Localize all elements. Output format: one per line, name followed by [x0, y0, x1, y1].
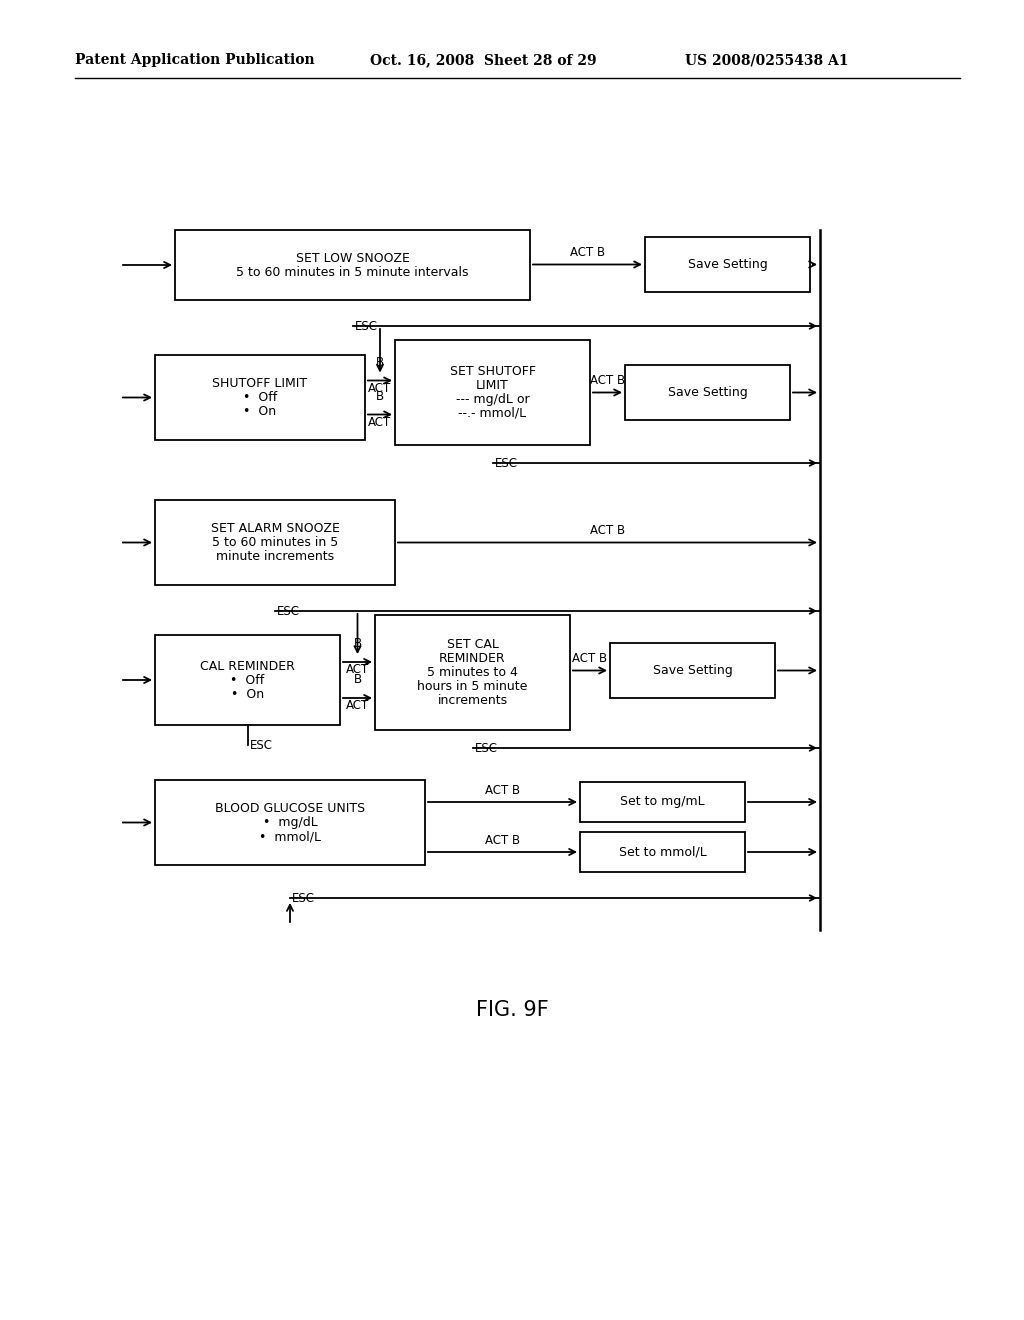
Text: SET ALARM SNOOZE: SET ALARM SNOOZE	[211, 521, 339, 535]
Bar	[580, 832, 745, 873]
Text: •  mg/dL: • mg/dL	[262, 816, 317, 829]
Text: ESC: ESC	[250, 739, 272, 752]
Text: ACT: ACT	[369, 381, 391, 395]
Bar	[375, 615, 570, 730]
Text: FIG. 9F: FIG. 9F	[475, 1001, 549, 1020]
Text: Save Setting: Save Setting	[652, 664, 732, 677]
Text: SET CAL: SET CAL	[446, 638, 499, 651]
Bar	[645, 238, 810, 292]
Text: --- mg/dL or: --- mg/dL or	[456, 393, 529, 407]
Text: B: B	[376, 389, 384, 403]
Text: Set to mg/mL: Set to mg/mL	[621, 796, 705, 808]
Text: •  Off: • Off	[230, 673, 264, 686]
Text: hours in 5 minute: hours in 5 minute	[418, 680, 527, 693]
Bar	[155, 355, 365, 440]
Bar	[155, 500, 395, 585]
Text: ESC: ESC	[354, 319, 378, 333]
Text: ACT B: ACT B	[590, 375, 625, 388]
Text: ACT: ACT	[346, 663, 369, 676]
Text: ACT B: ACT B	[485, 834, 520, 847]
Text: Save Setting: Save Setting	[668, 385, 748, 399]
Text: minute increments: minute increments	[216, 550, 334, 564]
Text: LIMIT: LIMIT	[476, 379, 509, 392]
Text: increments: increments	[437, 694, 508, 708]
Text: US 2008/0255438 A1: US 2008/0255438 A1	[685, 53, 849, 67]
Text: SHUTOFF LIMIT: SHUTOFF LIMIT	[212, 378, 307, 389]
Text: Set to mmol/L: Set to mmol/L	[618, 846, 707, 858]
Text: 5 to 60 minutes in 5 minute intervals: 5 to 60 minutes in 5 minute intervals	[237, 265, 469, 279]
Text: B: B	[376, 355, 384, 368]
Text: Save Setting: Save Setting	[688, 257, 767, 271]
Text: B: B	[353, 673, 361, 686]
Text: SET SHUTOFF: SET SHUTOFF	[450, 366, 536, 378]
Text: ACT: ACT	[346, 700, 369, 711]
Bar	[155, 635, 340, 725]
Text: Patent Application Publication: Patent Application Publication	[75, 53, 314, 67]
Text: B: B	[353, 638, 361, 649]
Bar	[395, 341, 590, 445]
Text: 5 to 60 minutes in 5: 5 to 60 minutes in 5	[212, 536, 338, 549]
Text: --.- mmol/L: --.- mmol/L	[459, 407, 526, 420]
Text: •  mmol/L: • mmol/L	[259, 830, 321, 843]
Text: •  Off: • Off	[243, 391, 278, 404]
Text: •  On: • On	[231, 688, 264, 701]
Text: ESC: ESC	[495, 457, 517, 470]
Text: ESC: ESC	[474, 742, 498, 755]
Text: ESC: ESC	[292, 892, 315, 906]
Text: ACT B: ACT B	[485, 784, 520, 797]
Text: 5 minutes to 4: 5 minutes to 4	[427, 667, 518, 678]
Bar	[610, 643, 775, 698]
Text: CAL REMINDER: CAL REMINDER	[200, 660, 295, 672]
Text: BLOOD GLUCOSE UNITS: BLOOD GLUCOSE UNITS	[215, 803, 366, 814]
Text: Oct. 16, 2008  Sheet 28 of 29: Oct. 16, 2008 Sheet 28 of 29	[370, 53, 597, 67]
Text: ESC: ESC	[278, 605, 300, 618]
Bar	[580, 781, 745, 822]
Bar	[625, 366, 790, 420]
Text: ACT: ACT	[369, 416, 391, 429]
Text: ACT B: ACT B	[570, 247, 605, 260]
Text: REMINDER: REMINDER	[439, 652, 506, 665]
Text: ACT B: ACT B	[590, 524, 625, 537]
Text: ACT B: ACT B	[572, 652, 607, 665]
Bar	[175, 230, 530, 300]
Text: •  On: • On	[244, 405, 276, 418]
Bar	[155, 780, 425, 865]
Text: SET LOW SNOOZE: SET LOW SNOOZE	[296, 252, 410, 264]
